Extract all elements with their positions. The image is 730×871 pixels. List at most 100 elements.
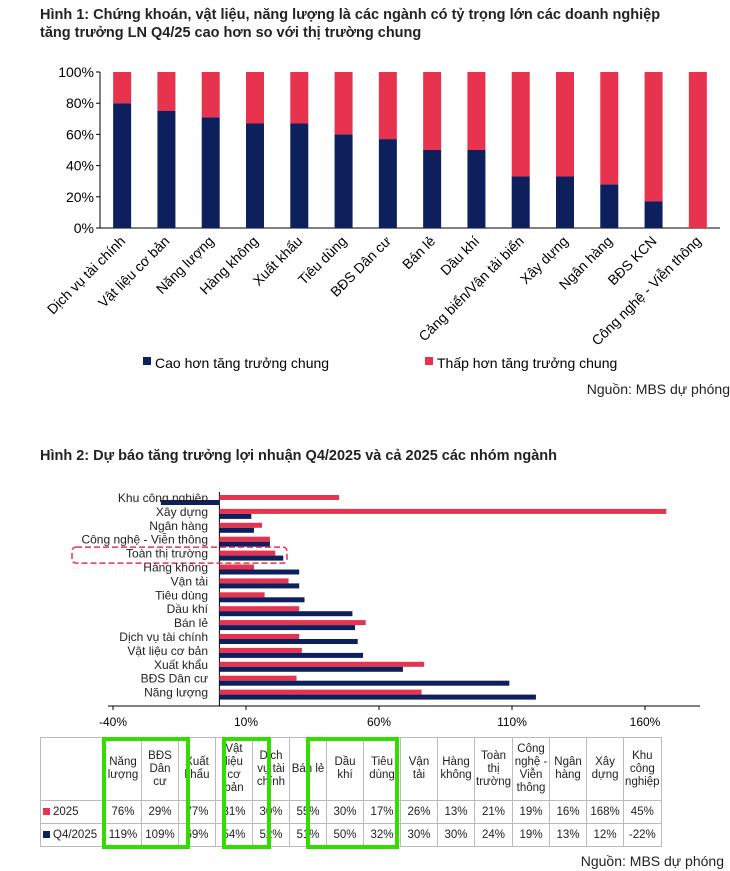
table-cell: 13% [437, 800, 475, 824]
table-cell: 32% [363, 823, 401, 847]
bar-2025 [219, 522, 262, 528]
column-header: Công nghệ - Viễn thông [512, 737, 551, 801]
bar-2025 [219, 536, 270, 542]
table-cell: 109% [141, 823, 179, 847]
category-label: Vận tải [171, 574, 208, 588]
y-tick-label: 40% [66, 158, 94, 174]
category-label: Dầu khí [167, 602, 209, 616]
table-cell: 19% [512, 823, 551, 847]
bar-thap-hon [600, 72, 619, 185]
bar-2025 [219, 592, 265, 598]
column-header: Dầu khí [326, 737, 364, 801]
bar-q4-2025 [219, 639, 358, 644]
bar-2025 [219, 675, 297, 681]
table-cell: 16% [549, 800, 588, 824]
table-cell: 13% [549, 823, 588, 847]
bar-thap-hon [467, 72, 486, 150]
bar-q4-2025 [219, 569, 300, 575]
bar-q4-2025 [219, 583, 300, 589]
bar-thap-hon [556, 72, 574, 177]
bar-cao-hon [246, 123, 264, 228]
bar-2025 [219, 578, 289, 584]
x-tick-label: 10% [234, 715, 258, 729]
row-label-text: 2025 [53, 805, 79, 818]
table-cell: 24% [473, 823, 514, 847]
bar-2025 [219, 564, 254, 570]
bar-q4-2025 [219, 666, 403, 672]
bar-2025 [219, 620, 366, 626]
table-cell: 69% [178, 823, 216, 847]
category-label: Bán lẻ [174, 616, 208, 630]
x-tick-label: 160% [630, 715, 661, 729]
table-cell: 77% [178, 800, 216, 824]
category-label: Khu công nghiệp [118, 491, 208, 505]
column-header: Vận tải [400, 737, 438, 801]
x-tick-label: -40% [99, 715, 127, 729]
y-tick-label: 60% [66, 126, 94, 142]
bar-cao-hon [290, 123, 309, 228]
table-cell: 45% [623, 800, 662, 824]
header-blank [40, 737, 105, 801]
column-header: Ngân hàng [549, 737, 588, 801]
x-tick-label: 60% [367, 715, 391, 729]
bar-thap-hon [688, 72, 707, 228]
bar-thap-hon [157, 72, 176, 111]
legend-swatch [43, 830, 50, 838]
figure1-source: Nguồn: MBS dự phóng [586, 381, 730, 397]
row-label: 2025 [40, 800, 105, 824]
title-line2: tăng trưởng LN Q4/25 cao hơn so với thị … [40, 25, 422, 41]
bar-cao-hon [113, 103, 132, 228]
bar-q4-2025 [219, 680, 510, 686]
column-header: Toàn thị trường [473, 737, 514, 801]
category-label: Ngân hàng [149, 519, 208, 533]
table-cell: 55% [289, 800, 327, 824]
category-label: Công nghệ - Viễn thông [81, 532, 208, 547]
column-header: Khu công nghiệp [623, 737, 662, 801]
table-cell: 21% [473, 800, 514, 824]
bar-cao-hon [334, 134, 353, 228]
legend-label: Cao hơn tăng trưởng chung [155, 355, 329, 371]
table-cell: 29% [141, 800, 179, 824]
category-label: Toàn thị trường [126, 547, 208, 561]
bar-2025 [219, 634, 300, 639]
bar-thap-hon [644, 72, 663, 202]
bar-cao-hon [378, 139, 397, 228]
bar-thap-hon [113, 72, 132, 104]
column-header: Hàng không [437, 737, 475, 801]
column-header: Dịch vụ tài chính [252, 737, 290, 801]
x-tick-label: 110% [497, 715, 527, 729]
table-cell: 19% [512, 800, 551, 824]
column-header: Xuất khẩu [178, 737, 216, 801]
y-tick-label: 100% [58, 64, 94, 80]
bar-cao-hon [511, 176, 530, 228]
bar-thap-hon [511, 72, 530, 177]
category-label: Xuất khẩu [154, 658, 208, 672]
category-label: Vật liệu cơ bản [127, 644, 208, 658]
bar-cao-hon [467, 150, 486, 228]
category-label: BĐS Dân cư [141, 672, 208, 686]
bar-q4-2025 [219, 541, 270, 547]
bar-2025 [219, 550, 276, 556]
table-cell: 30% [326, 800, 364, 824]
column-header: Tiêu dùng [363, 737, 401, 801]
highlight-box [71, 546, 288, 564]
bar-q4-2025 [219, 652, 364, 658]
bar-2025 [219, 647, 302, 653]
bar-thap-hon [334, 72, 353, 135]
legend-swatch-red [425, 357, 433, 365]
table-cell: 52% [252, 823, 290, 847]
bar-thap-hon [423, 72, 442, 150]
bar-cao-hon [556, 176, 574, 228]
category-label: Xây dựng [156, 505, 208, 519]
table-cell: 50% [326, 823, 364, 847]
row-label: Q4/2025 [40, 823, 105, 847]
column-header: Xây dựng [586, 737, 625, 801]
legend-swatch-blue [143, 357, 151, 365]
category-label: Tiêu dùng [155, 588, 208, 602]
table-header-row: Năng lượng BĐS Dân cư Xuất khẩu Vật liệu cơ… [40, 737, 662, 801]
bar-thap-hon [290, 72, 309, 124]
legend-label: Thấp hơn tăng trưởng chung [437, 355, 617, 371]
bar-cao-hon [201, 117, 220, 228]
table-cell: 30% [437, 823, 475, 847]
